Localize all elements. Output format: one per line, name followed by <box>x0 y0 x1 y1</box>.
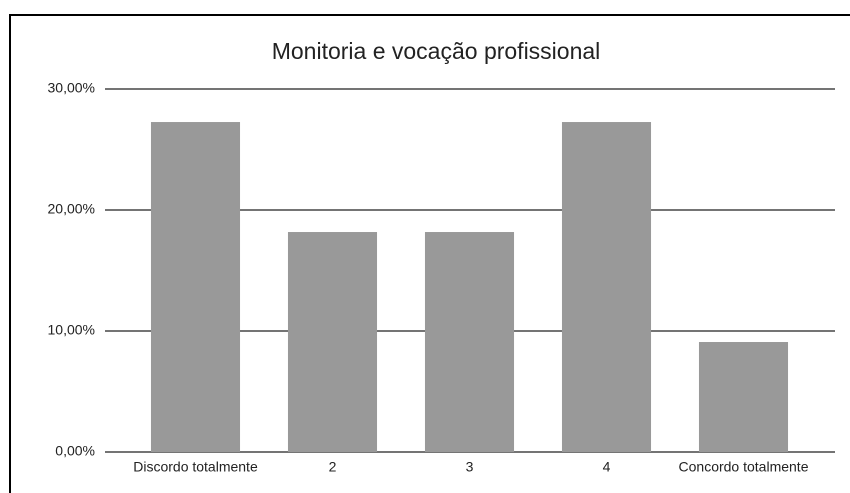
bar <box>150 122 241 453</box>
x-tick-label: 3 <box>466 459 474 475</box>
y-tick-label: 10,00% <box>48 322 95 338</box>
y-tick-label: 0,00% <box>55 443 95 459</box>
bar <box>424 232 515 452</box>
chart-title: Monitoria e vocação profissional <box>272 38 601 64</box>
y-tick-label: 20,00% <box>48 201 95 217</box>
y-tick-label: 30,00% <box>48 80 95 96</box>
x-tick-label: Concordo totalmente <box>679 459 809 475</box>
x-tick-label: Discordo totalmente <box>133 459 258 475</box>
bar <box>698 342 789 452</box>
x-tick-label: 2 <box>329 459 337 475</box>
bar <box>287 232 378 452</box>
bar <box>561 122 652 453</box>
x-tick-label: 4 <box>603 459 611 475</box>
frame <box>9 14 850 493</box>
